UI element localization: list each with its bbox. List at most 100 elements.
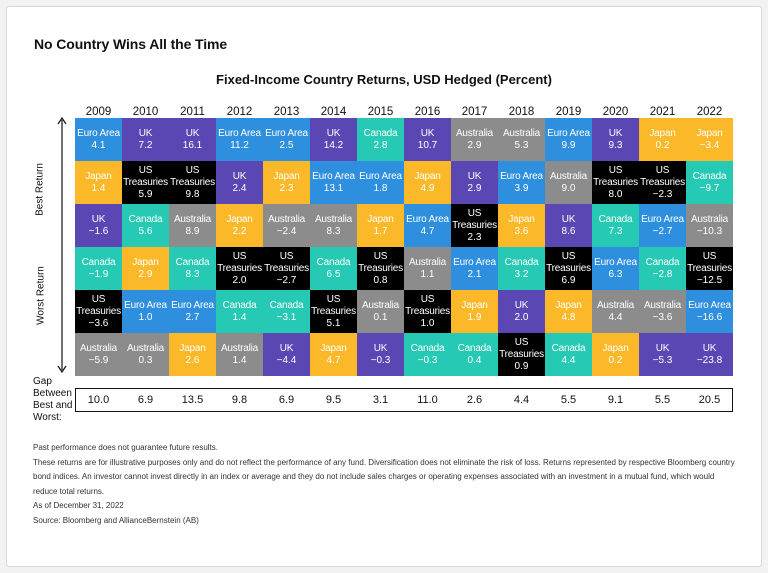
cell-return-value: −0.3 [370,354,391,366]
cell-2020-rank-5-australia: Australia 4.4 [592,290,639,333]
cell-return-value: 3.9 [514,182,529,194]
cell-country-name: Canada [81,256,116,268]
gap-value-2012: 9.8 [231,394,248,406]
cell-2018-rank-3-japan: Japan 3.6 [498,204,545,247]
cell-2018-rank-5-uk: UK 2.0 [498,290,545,333]
cell-country-name: Japan [508,213,535,225]
cell-2010-rank-1-uk: UK 7.2 [122,118,169,161]
cell-country-name: UK [185,127,200,139]
cell-return-value: 4.7 [420,225,435,237]
cell-return-value: −4.4 [276,354,297,366]
cell-country-name: Australia [173,213,212,225]
cell-country-name: Canada [457,342,492,354]
cell-return-value: 6.3 [608,268,623,280]
footnote-performance: Past performance does not guarantee futu… [33,443,218,452]
cell-return-value: 9.9 [561,139,576,151]
cell-return-value: 8.6 [561,225,576,237]
cell-country-name: Treasuries [264,262,309,274]
cell-return-value: 8.9 [185,225,200,237]
rank-arrow-down-head [57,365,67,374]
cell-return-value: 0.2 [608,354,623,366]
cell-country-name: UK [420,127,435,139]
cell-2021-rank-5-australia: Australia −3.6 [639,290,686,333]
cell-country-name: Australia [549,170,588,182]
cell-return-value: 5.3 [514,139,529,151]
cell-country-name: Japan [226,213,253,225]
cell-return-value: −2.7 [276,274,297,286]
cell-2009-rank-3-uk: UK −1.6 [75,204,122,247]
cell-return-value: 2.5 [279,139,294,151]
cell-country-name: US [232,250,247,262]
cell-2009-rank-5-us-treasuries: US Treasuries −3.6 [75,290,122,333]
year-label-2016: 2016 [414,106,441,118]
cell-2021-rank-1-japan: Japan 0.2 [639,118,686,161]
cell-2020-rank-2-us-treasuries: US Treasuries 8.0 [592,161,639,204]
cell-return-value: −3.1 [276,311,297,323]
cell-return-value: 2.1 [467,268,482,280]
footnote-date: As of December 31, 2022 [33,501,124,510]
cell-return-value: −12.5 [696,274,723,286]
cell-country-name: Treasuries [170,176,215,188]
cell-2013-rank-2-japan: Japan 2.3 [263,161,310,204]
cell-return-value: 1.4 [91,182,106,194]
cell-return-value: −2.7 [652,225,673,237]
cell-2011-rank-5-euro-area: Euro Area 2.7 [169,290,216,333]
cell-country-name: Canada [692,170,727,182]
best-return-label: Best Return [34,163,46,216]
cell-country-name: UK [232,170,247,182]
cell-2018-rank-2-euro-area: Euro Area 3.9 [498,161,545,204]
cell-return-value: −2.8 [652,268,673,280]
cell-country-name: UK [326,127,341,139]
cell-return-value: 0.4 [467,354,482,366]
cell-2021-rank-2-us-treasuries: US Treasuries −2.3 [639,161,686,204]
cell-2019-rank-5-japan: Japan 4.8 [545,290,592,333]
cell-return-value: 6.5 [326,268,341,280]
cell-2012-rank-5-canada: Canada 1.4 [216,290,263,333]
cell-country-name: Canada [551,342,586,354]
cell-return-value: 0.8 [373,274,388,286]
cell-return-value: 2.9 [138,268,153,280]
cell-2022-rank-1-japan: Japan −3.4 [686,118,733,161]
cell-return-value: 2.7 [185,311,200,323]
year-label-2011: 2011 [180,106,205,118]
cell-country-name: Australia [596,299,635,311]
cell-return-value: 9.0 [561,182,576,194]
cell-return-value: −16.6 [696,311,723,323]
cell-2009-rank-1-euro-area: Euro Area 4.1 [75,118,122,161]
cell-return-value: −5.3 [652,354,673,366]
headline: No Country Wins All the Time [34,36,228,52]
cell-return-value: 9.8 [185,188,200,200]
cell-return-value: 8.3 [185,268,200,280]
cell-country-name: Australia [267,213,306,225]
cell-country-name: US [514,336,529,348]
year-label-2014: 2014 [320,106,347,118]
cell-country-name: US [655,164,670,176]
year-label-2010: 2010 [132,106,159,118]
gap-value-2015: 3.1 [372,394,389,406]
cell-country-name: Treasuries [546,262,591,274]
cell-2013-rank-6-uk: UK −4.4 [263,333,310,376]
cell-country-name: UK [514,299,529,311]
cell-return-value: −5.9 [88,354,109,366]
cell-country-name: Japan [179,342,206,354]
year-label-2009: 2009 [85,106,112,118]
cell-return-value: 2.6 [185,354,200,366]
cell-return-value: −3.6 [652,311,673,323]
cell-return-value: 6.9 [561,274,576,286]
cell-2009-rank-6-australia: Australia −5.9 [75,333,122,376]
cell-country-name: Australia [79,342,118,354]
cell-2011-rank-4-canada: Canada 8.3 [169,247,216,290]
cell-country-name: UK [702,342,717,354]
year-label-2020: 2020 [602,106,629,118]
cell-country-name: UK [373,342,388,354]
cell-country-name: Australia [690,213,729,225]
cell-2009-rank-2-japan: Japan 1.4 [75,161,122,204]
gap-value-2020: 9.1 [607,394,624,406]
cell-country-name: Treasuries [217,262,262,274]
cell-return-value: 16.1 [182,139,203,151]
cell-country-name: Euro Area [218,127,261,139]
cell-country-name: US [702,250,717,262]
gap-value-2009: 10.0 [87,394,110,406]
cell-country-name: Euro Area [312,170,355,182]
cell-country-name: US [326,293,341,305]
